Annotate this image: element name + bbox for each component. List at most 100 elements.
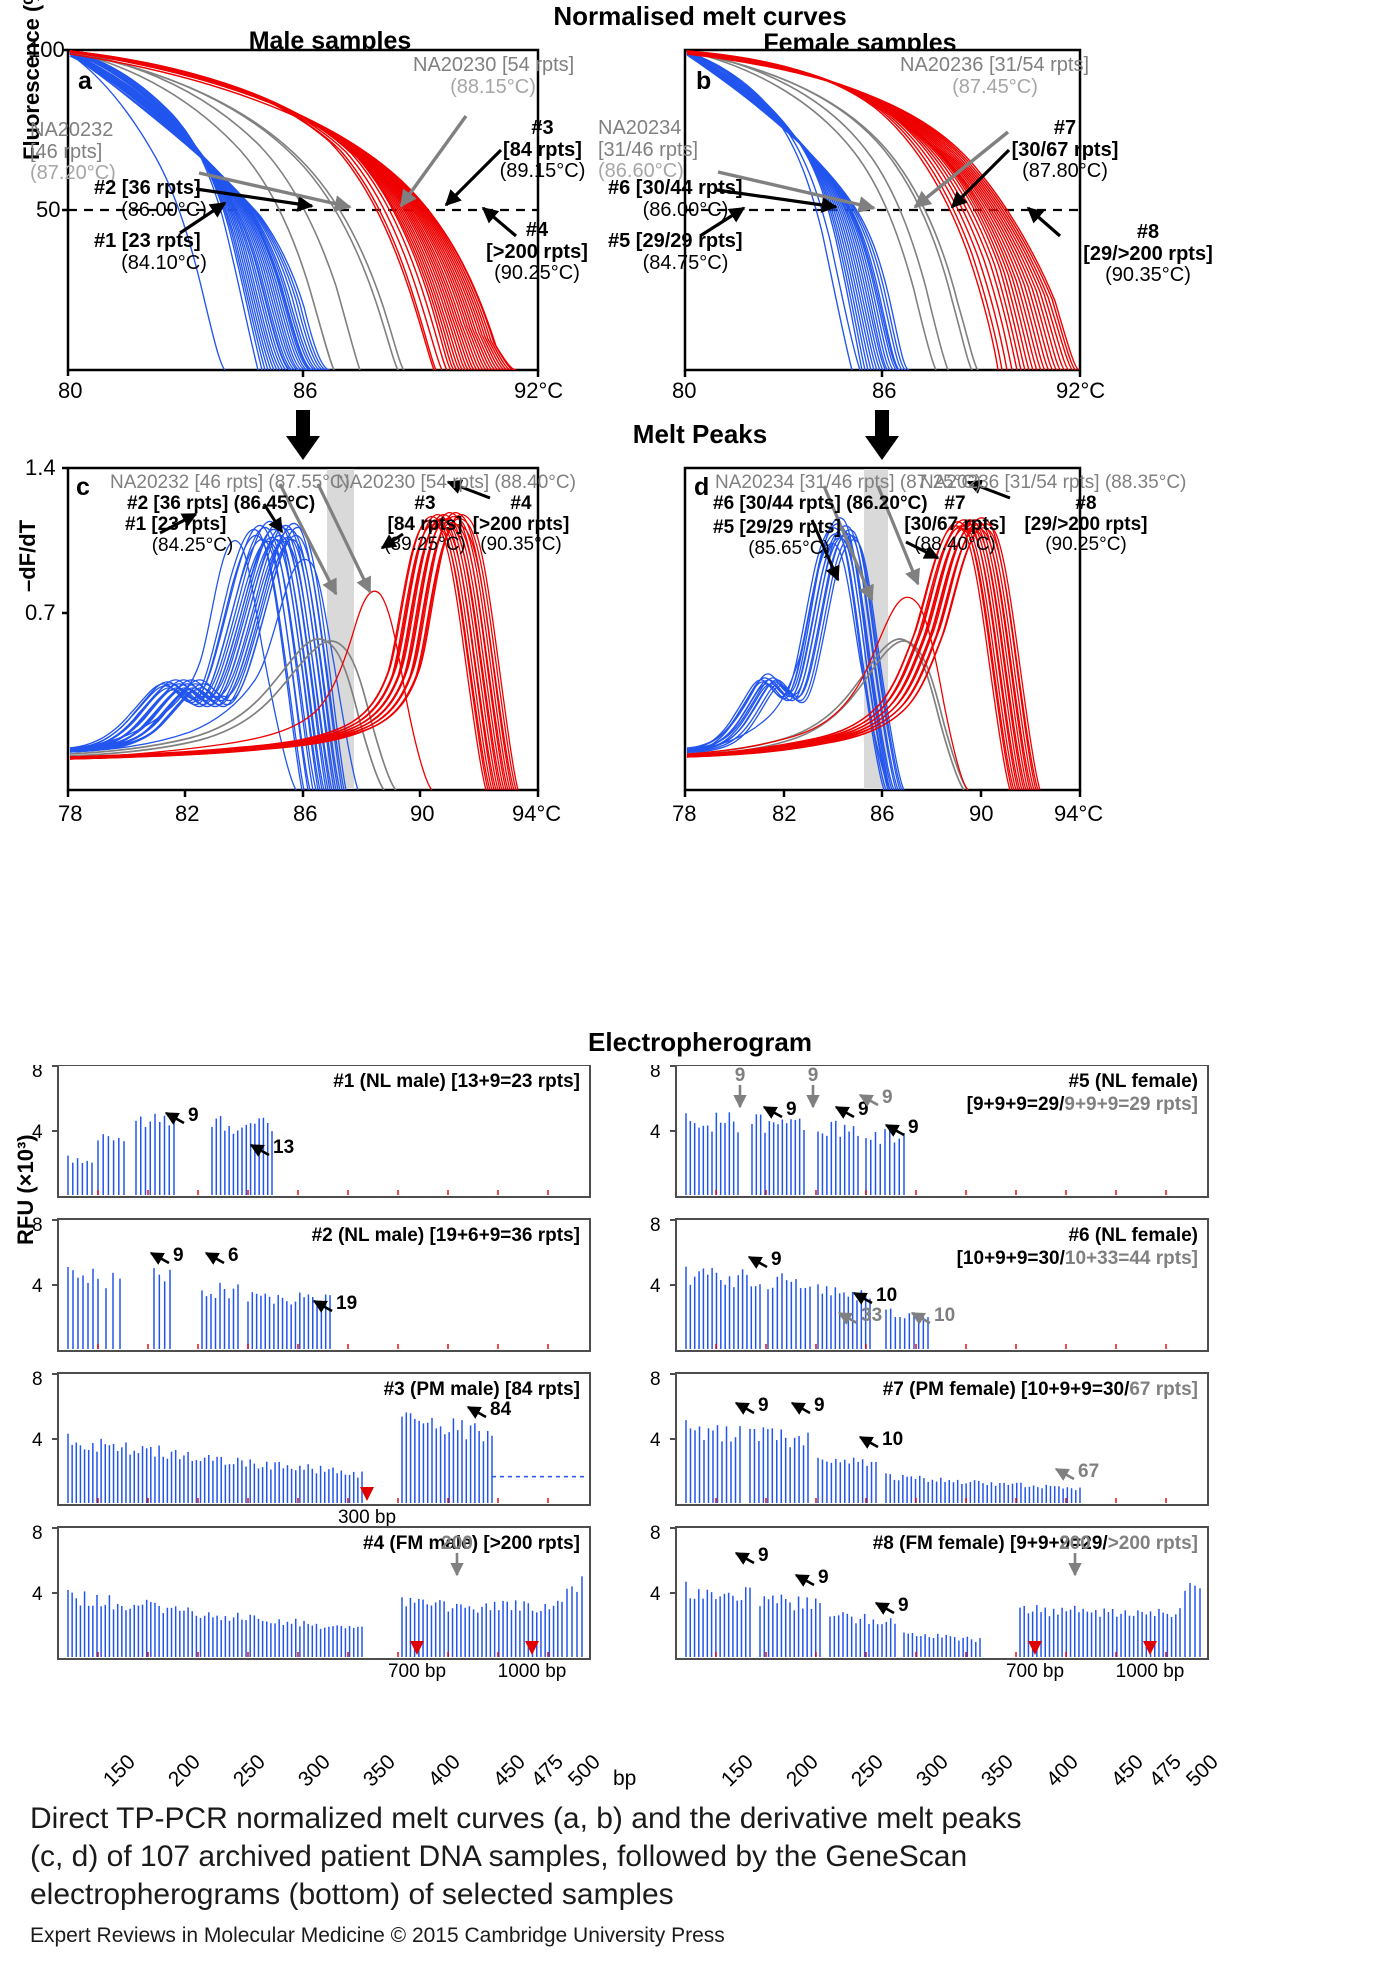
epg-peak-label: 10 — [876, 1285, 897, 1306]
epg-ytick-8: 8 — [32, 1369, 43, 1390]
electropherogram-panel: 8 4 #5 (NL female)[9+9+9=29/9+9+9=29 rpts]… — [650, 1065, 1209, 1198]
electropherogram-panel: 8 4 #7 (PM female) [10+9+9=30/67 rpts] 9 9 10… — [650, 1369, 1209, 1506]
panel-d-annotation-na20236: NA20236 [31/54 rpts] (88.35°C) — [920, 472, 1187, 493]
epg-ytick-4: 4 — [650, 1430, 661, 1451]
panel-d-annotation-8: #8 [29/>200 rpts] (90.25°C) — [1024, 493, 1148, 556]
electropherogram-panel: 8 4 #1 (NL male) [13+9=23 rpts] 9 13 — [32, 1065, 591, 1198]
epg-xunit: bp — [613, 1767, 637, 1790]
epg-bp-marker — [410, 1641, 424, 1655]
epg-ytick-8: 8 — [650, 1523, 661, 1544]
figure-caption: Direct TP-PCR normalized melt curves (a,… — [30, 1800, 1380, 1914]
epg-peak-label: 9 — [758, 1395, 769, 1416]
panel-b-annotation-na20236: NA20236 [31/54 rpts] (87.45°C) — [900, 54, 1090, 98]
epg-peak-label: 6 — [228, 1245, 239, 1266]
electropherogram-title: Electropherogram — [588, 1027, 812, 1057]
epg-panel-title: #3 (PM male) [84 rpts] — [384, 1379, 580, 1400]
panel-c-xtick-82: 82 — [175, 801, 200, 826]
panel-a-xtick-80: 80 — [58, 378, 83, 403]
panel-d-xtick-86: 86 — [870, 801, 895, 826]
figure-main-title: Normalised melt curves — [553, 1, 847, 31]
melt-peaks-title: Melt Peaks — [632, 419, 768, 449]
melt-peaks-svg — [62, 466, 1082, 797]
transition-arrows — [286, 410, 899, 460]
epg-ytick-8: 8 — [650, 1215, 661, 1236]
epg-size-standard — [715, 1652, 1167, 1657]
epg-size-standard — [715, 1498, 1167, 1503]
epg-bp-marker-label: 300 bp — [338, 1507, 396, 1528]
panel-c-letter: c — [76, 473, 90, 501]
epg-bp-marker-label: 700 bp — [388, 1661, 446, 1682]
panel-c-xtick-86: 86 — [293, 801, 318, 826]
panel-d-arrows — [810, 479, 1011, 602]
epg-peak-label: 67 — [1078, 1461, 1099, 1482]
epg-bp-marker — [525, 1641, 539, 1655]
panel-c-xtick-90: 90 — [410, 801, 435, 826]
epg-peak-label: 9 — [188, 1105, 199, 1126]
epg-ytick-4: 4 — [32, 1276, 43, 1297]
panel-c-xtick-78: 78 — [58, 801, 83, 826]
electropherogram-panel: 8 4 #8 (FM female) [9+9+9=29/>200 rpts] 9 9 9… — [650, 1523, 1209, 1682]
panel-c-annotation-3: #3 [84 rpts] (89.25°C) — [384, 493, 466, 556]
panel-d-annotation-5: #5 [29/29 rpts] (85.65°C) — [713, 517, 841, 559]
epg-peak-label: 9 — [758, 1545, 769, 1566]
panel-a-annotation-1: #1 [23 rpts] (84.10°C) — [94, 230, 207, 274]
epg-ytick-4: 4 — [32, 1430, 43, 1451]
epg-panel-subtitle: [9+9+9=29/9+9+9=29 rpts] — [967, 1094, 1198, 1115]
panel-c-arrows — [159, 479, 491, 596]
epg-panel-title: #5 (NL female) — [1068, 1071, 1198, 1092]
epg-size-standard — [715, 1190, 1167, 1195]
panel-c-annotation-2: #2 [36 rpts] (86.45°C) — [127, 493, 316, 514]
epg-peak-label: 10 — [882, 1429, 903, 1450]
panel-a-annotation-2: #2 [36 rpts] (86.00°C) — [94, 177, 207, 221]
panel-c-annotation-na20232: NA20232 [46 rpts] (87.55°C) — [110, 472, 350, 493]
panel-b-letter: b — [696, 67, 712, 95]
epg-peak-label: 9 — [882, 1087, 893, 1108]
panel-a-ytick-50: 50 — [36, 197, 61, 222]
panel-a-annotation-na20232: NA20232 [46 rpts] (87.20°C) — [30, 119, 116, 185]
panel-c-ylabel: –dF/dT — [15, 519, 40, 592]
panel-b-xtick-92: 92°C — [1056, 378, 1106, 403]
epg-size-standard — [715, 1344, 1167, 1349]
epg-panel-subtitle: [10+9+9=30/10+33=44 rpts] — [957, 1248, 1198, 1269]
epg-ytick-4: 4 — [650, 1584, 661, 1605]
epg-peak-label: 9 — [735, 1065, 746, 1086]
panel-b-xtick-80: 80 — [672, 378, 697, 403]
panel-a-letter: a — [78, 67, 92, 95]
panel-d-xtick-82: 82 — [772, 801, 797, 826]
epg-peaks — [67, 1412, 493, 1503]
electropherogram-panel: 8 4 #6 (NL female)[10+9+9=30/10+33=44 rpts… — [650, 1215, 1209, 1352]
melt-curves-svg — [62, 48, 1082, 377]
epg-peaks — [685, 1112, 905, 1195]
panel-d-annotation-na20234: NA20234 [31/46 rpts] (87.25°C) — [715, 472, 982, 493]
epg-ytick-8: 8 — [32, 1065, 43, 1082]
epg-ytick-4: 4 — [32, 1584, 43, 1605]
epg-peak-label: 9 — [908, 1117, 919, 1138]
epg-ytick-4: 4 — [650, 1122, 661, 1143]
epg-bp-marker — [1143, 1641, 1157, 1655]
epg-peak-label: 9 — [858, 1099, 869, 1120]
down-arrow-right-icon — [865, 410, 899, 460]
epg-peaks — [685, 1581, 1201, 1657]
epg-peak-label: 9 — [786, 1099, 797, 1120]
epg-panel-title: #8 (FM female) [9+9+9=29/>200 rpts] — [873, 1533, 1198, 1554]
panel-d-xtick-94: 94°C — [1054, 801, 1104, 826]
epg-ytick-8: 8 — [32, 1215, 43, 1236]
epg-peaks — [67, 1576, 583, 1657]
epg-size-standard — [97, 1498, 549, 1503]
panel-b-annotation-6: #6 [30/44 rpts] (86.00°C) — [608, 177, 743, 221]
epg-bp-marker — [360, 1487, 374, 1501]
epg-ytick-4: 4 — [650, 1276, 661, 1297]
epg-size-standard — [97, 1190, 549, 1195]
panel-c-annotation-1: #1 [23 rpts] (84.25°C) — [125, 514, 234, 556]
epg-bp-marker — [1028, 1641, 1042, 1655]
panel-c-ytick-07: 0.7 — [25, 600, 56, 625]
epg-peaks — [67, 1113, 273, 1195]
epg-peak-label: 10 — [934, 1305, 955, 1326]
epg-panel-title: #4 (FM male) [>200 rpts] — [363, 1533, 580, 1554]
panel-a-xtick-92: 92°C — [514, 378, 564, 403]
epg-peak-label: 200 — [1059, 1533, 1091, 1554]
panel-d-annotation-7: #7 [30/67 rpts] (88.40°C) — [904, 493, 1006, 556]
epg-peak-label: 9 — [814, 1395, 825, 1416]
